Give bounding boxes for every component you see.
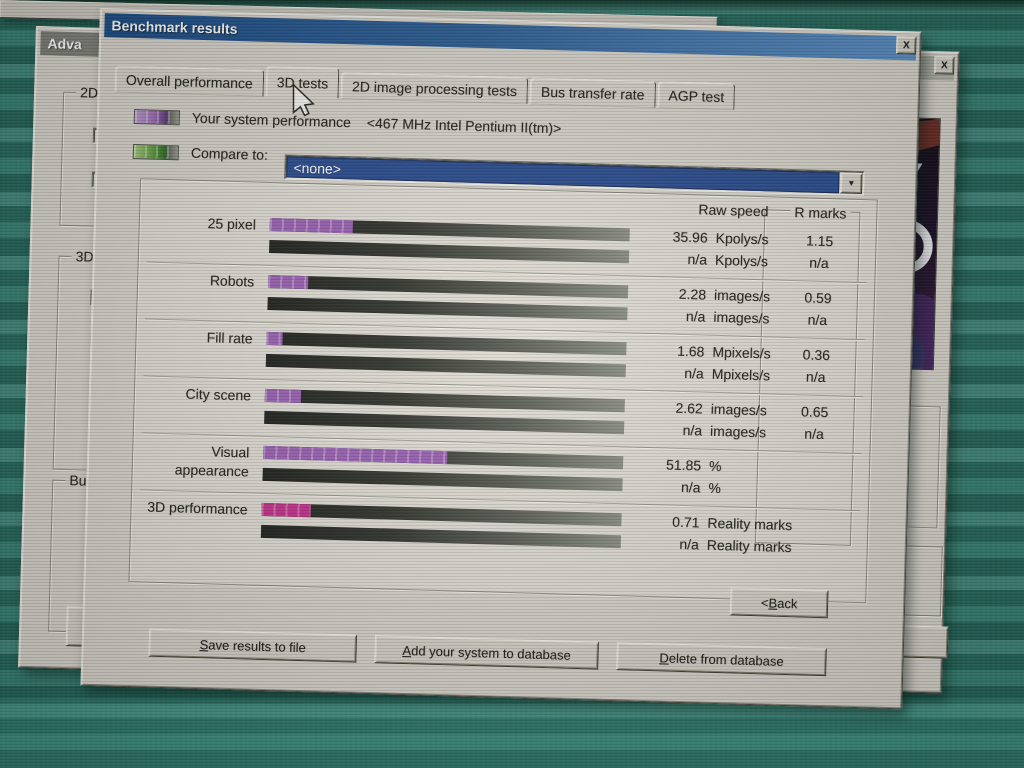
your-system-cpu: <467 MHz Intel Pentium II(tm)> bbox=[366, 114, 562, 137]
raw-value: 0.71 bbox=[671, 513, 700, 531]
raw-value: n/a bbox=[685, 308, 706, 325]
r-mark-value: n/a bbox=[807, 311, 828, 329]
your-system-bar bbox=[268, 274, 629, 299]
tab-2d-image-processing[interactable]: 2D image processing tests bbox=[340, 71, 529, 105]
raw-value: n/a bbox=[682, 421, 703, 439]
raw-value: 51.85 bbox=[665, 456, 702, 474]
r-mark-value bbox=[762, 478, 863, 503]
test-name: 25 pixel bbox=[207, 215, 257, 233]
raw-unit: % bbox=[708, 479, 722, 497]
r-mark-value: 0.65 bbox=[800, 403, 829, 421]
r-mark-value bbox=[760, 535, 861, 560]
test-name: Robots bbox=[209, 272, 255, 290]
tab-overall-performance[interactable]: Overall performance bbox=[114, 65, 265, 97]
settings-window-title: Adva bbox=[47, 35, 82, 53]
r-mark-value bbox=[761, 513, 862, 538]
your-system-swatch bbox=[133, 108, 181, 125]
raw-speed-header: Raw speed bbox=[698, 201, 769, 220]
your-system-bar bbox=[269, 217, 630, 242]
your-system-bar bbox=[266, 331, 627, 356]
r-marks-header: R marks bbox=[770, 203, 870, 222]
your-system-bar bbox=[263, 445, 624, 470]
legend-your-system: Your system performance <467 MHz Intel P… bbox=[133, 108, 562, 137]
compare-bar bbox=[260, 524, 622, 549]
compare-bar bbox=[269, 239, 630, 264]
close-icon[interactable]: X bbox=[934, 56, 955, 75]
r-mark-value: n/a bbox=[804, 425, 824, 443]
raw-value: 2.62 bbox=[675, 399, 703, 417]
tab-strip: Overall performance 3D tests 2D image pr… bbox=[114, 61, 738, 111]
r-mark-value: 0.36 bbox=[802, 346, 831, 364]
compare-bar bbox=[267, 296, 628, 321]
dialog-titlebar[interactable]: Benchmark results bbox=[104, 13, 917, 61]
compare-bar bbox=[264, 410, 625, 435]
your-system-bar bbox=[264, 388, 625, 413]
raw-unit: Kpolys/s bbox=[715, 229, 769, 248]
raw-unit: Mpixels/s bbox=[712, 343, 771, 362]
test-name: City scene bbox=[185, 385, 252, 404]
compare-bar bbox=[262, 467, 623, 492]
raw-value: n/a bbox=[687, 251, 708, 268]
test-name: 3D performance bbox=[147, 498, 248, 518]
r-mark-value: n/a bbox=[805, 368, 826, 386]
results-panel: Raw speed R marks 25 pixel 35.96 Kpolys/s… bbox=[128, 178, 878, 604]
compare-bar bbox=[265, 353, 626, 378]
chevron-down-icon[interactable]: ▼ bbox=[839, 172, 863, 195]
tab-agp-test[interactable]: AGP test bbox=[657, 81, 736, 111]
r-mark-value: 1.15 bbox=[805, 232, 834, 250]
your-system-label: Your system performance bbox=[191, 109, 352, 131]
raw-value: n/a bbox=[679, 535, 700, 553]
raw-unit: images/s bbox=[710, 400, 767, 419]
your-system-bar bbox=[261, 502, 622, 527]
raw-value: n/a bbox=[680, 478, 701, 496]
raw-value: 35.96 bbox=[672, 228, 708, 246]
raw-unit: images/s bbox=[713, 308, 770, 327]
raw-value: 2.28 bbox=[678, 285, 707, 303]
benchmark-results-dialog: Benchmark results X Overall performance … bbox=[80, 8, 922, 710]
raw-unit: Kpolys/s bbox=[714, 251, 769, 270]
dialog-title: Benchmark results bbox=[111, 17, 238, 37]
legend-compare: Compare to: bbox=[132, 143, 269, 163]
raw-unit: images/s bbox=[713, 286, 771, 305]
mouse-cursor bbox=[292, 82, 316, 122]
r-mark-value: n/a bbox=[809, 254, 829, 272]
test-name: Fill rate bbox=[206, 329, 253, 347]
raw-unit: % bbox=[708, 457, 722, 475]
raw-unit: images/s bbox=[709, 422, 767, 441]
close-icon[interactable]: X bbox=[896, 35, 917, 55]
raw-value: 1.68 bbox=[676, 342, 705, 360]
compare-label: Compare to: bbox=[190, 144, 269, 163]
compare-swatch bbox=[132, 143, 180, 160]
tab-bus-transfer-rate[interactable]: Bus transfer rate bbox=[529, 77, 656, 109]
raw-unit: Mpixels/s bbox=[711, 365, 771, 384]
r-mark-value: 0.59 bbox=[804, 289, 832, 307]
raw-value: n/a bbox=[684, 364, 704, 382]
r-mark-value bbox=[763, 456, 864, 481]
test-name: Visual appearance bbox=[174, 443, 250, 480]
